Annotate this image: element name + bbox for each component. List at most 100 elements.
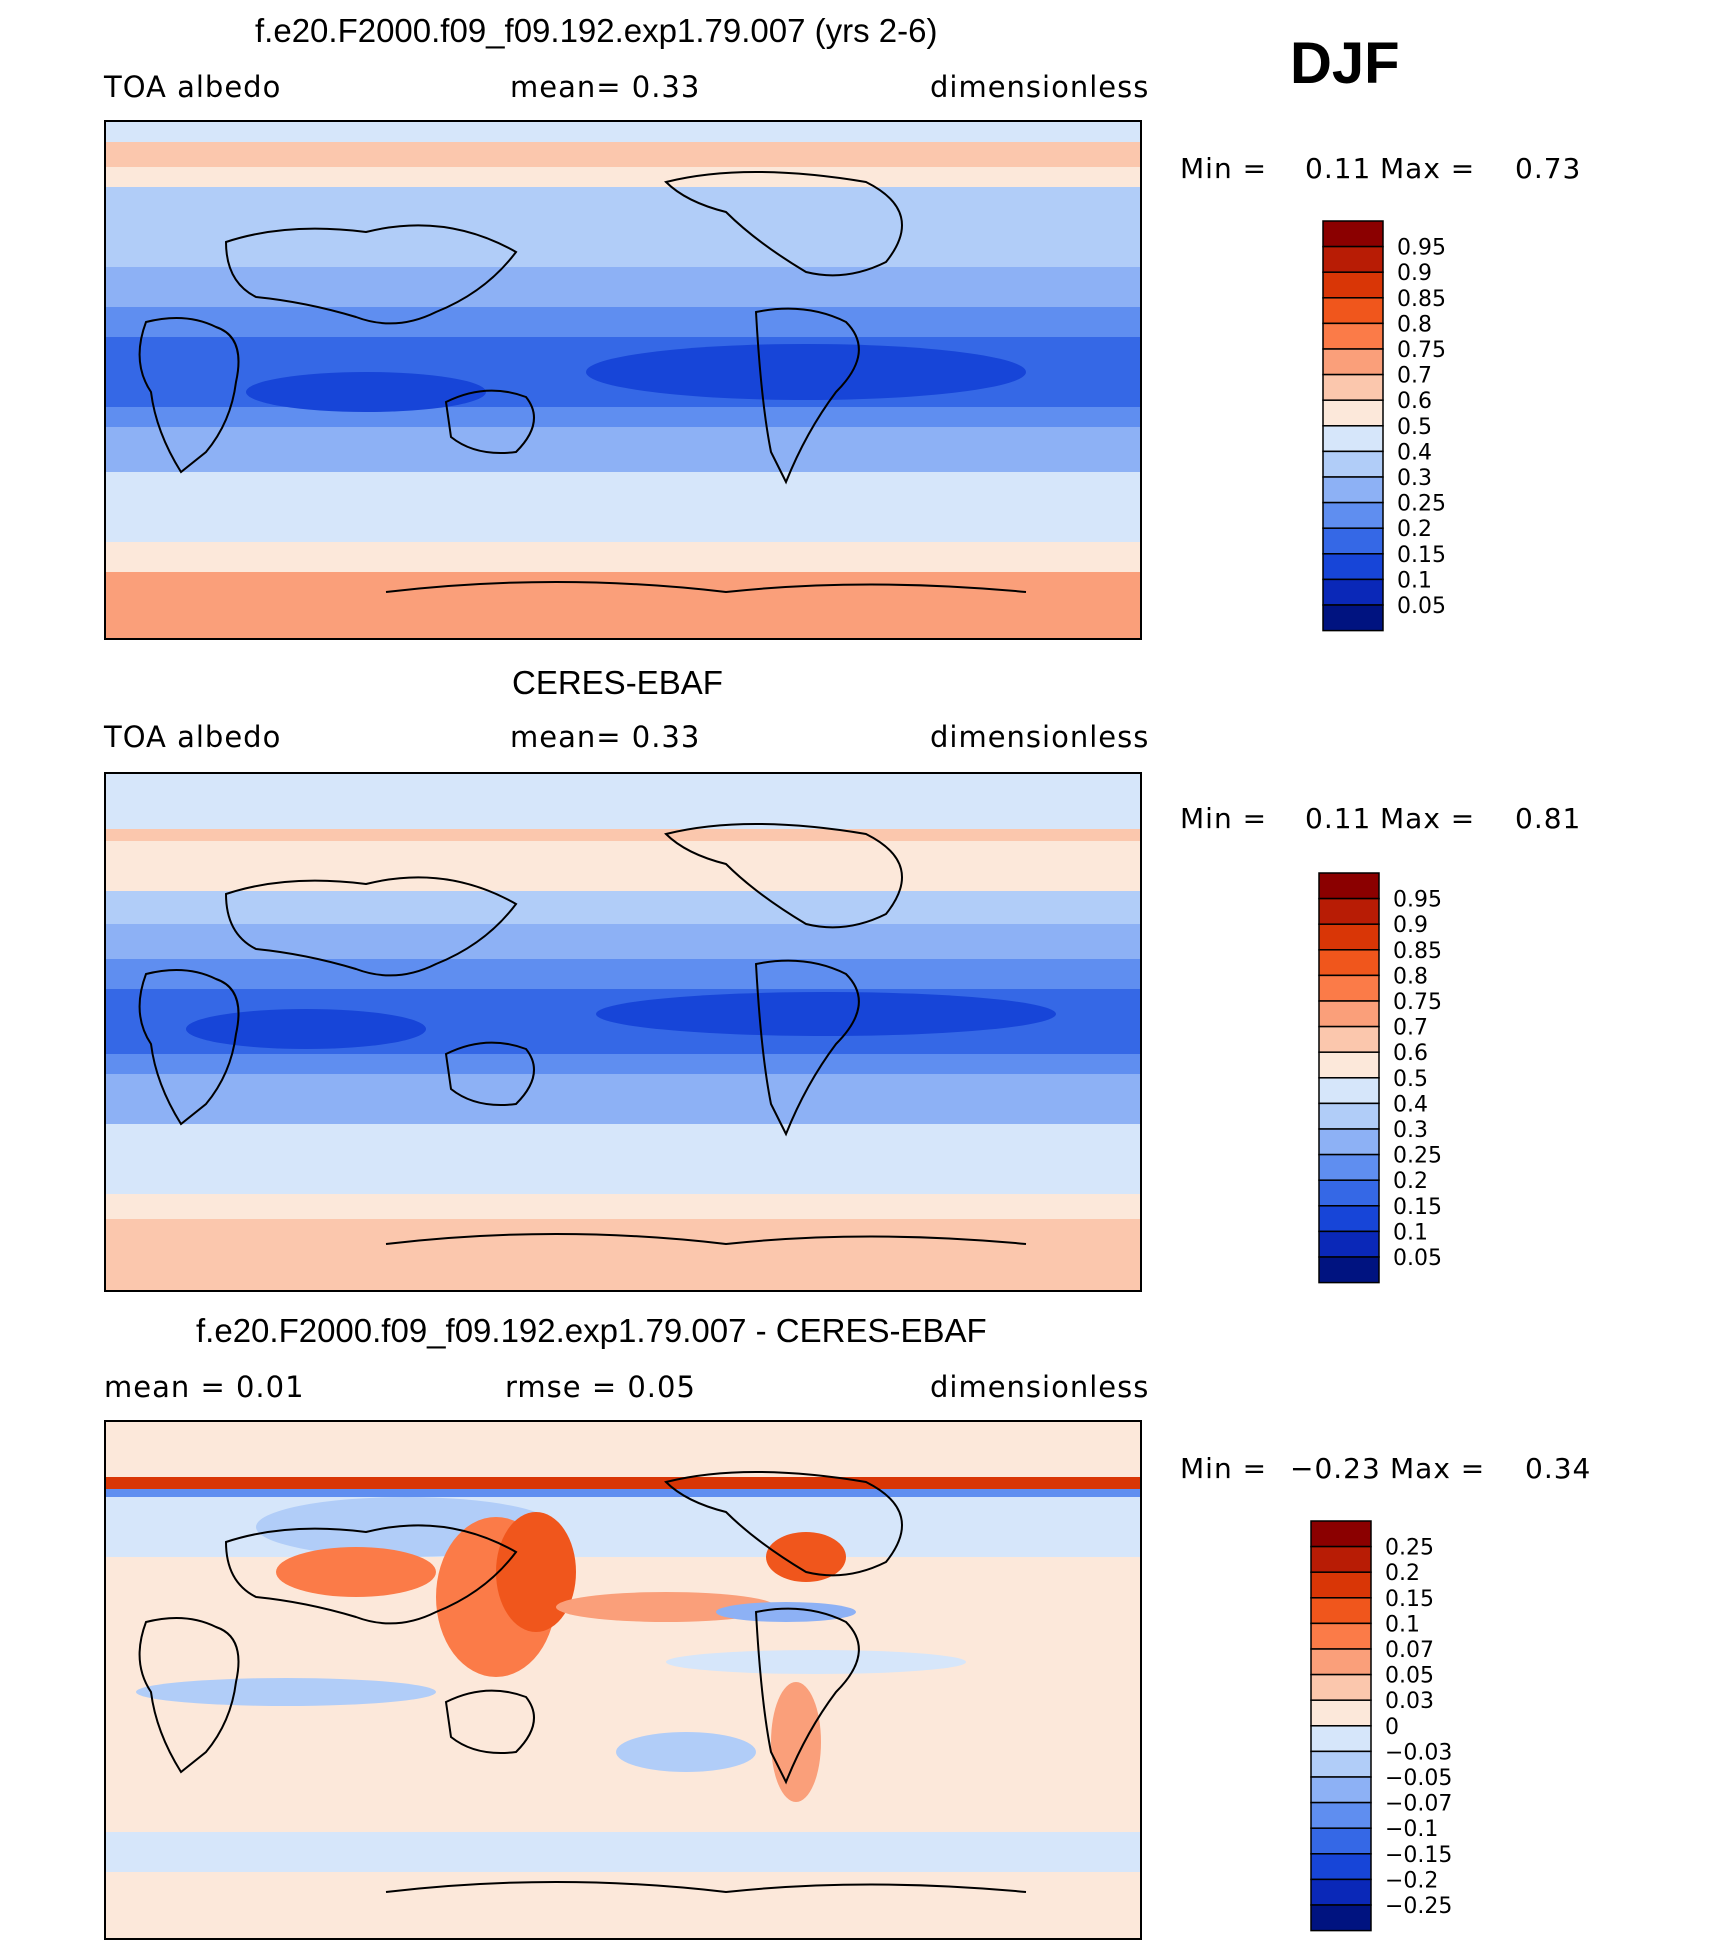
colorbar-level-label: 0.7 <box>1397 364 1432 389</box>
colorbar-swatch <box>1318 923 1380 951</box>
panel-obs-min-value: 0.11 <box>1305 802 1372 835</box>
panel-model-max-value: 0.73 <box>1515 152 1582 185</box>
colorbar-level-label: 0.85 <box>1393 939 1442 964</box>
colorbar-swatch <box>1310 1571 1372 1599</box>
panel-diff-min-value: −0.23 <box>1290 1452 1381 1485</box>
colorbar-swatch <box>1310 1725 1372 1753</box>
colorbar-swatch <box>1318 1256 1380 1284</box>
colorbar-level-label: 0.6 <box>1397 389 1432 414</box>
colorbar-svg: 0.250.20.150.10.070.050.030−0.03−0.05−0.… <box>1310 1520 1452 1932</box>
colorbar-swatch <box>1310 1520 1372 1548</box>
colorbar-level-label: −0.15 <box>1385 1843 1452 1868</box>
panel-obs-min-label: Min = <box>1180 802 1268 835</box>
panel-model-title: f.e20.F2000.f09_f09.192.exp1.79.007 (yrs… <box>255 12 938 49</box>
colorbar-level-label: 0.3 <box>1393 1118 1428 1143</box>
colorbar-level-label: −0.05 <box>1385 1766 1452 1791</box>
panel-obs-max-label: Max = <box>1380 802 1476 835</box>
panel-obs-colorbar: 0.95 0.9 0.85 0.8 0.75 0.7 0.6 0.5 0.4 0.3 0.25 0.2… <box>1318 872 1538 1287</box>
colorbar-level-label: 0.6 <box>1393 1041 1428 1066</box>
colorbar-level-label: 0.85 <box>1397 287 1446 312</box>
panel-model-units-label: dimensionless <box>930 70 1150 104</box>
panel-obs-variable-label: TOA albedo <box>104 720 282 754</box>
panel-diff-map-svg <box>106 1422 1140 1938</box>
panel-obs-map <box>104 772 1142 1292</box>
colorbar-level-label: 0.05 <box>1397 594 1446 619</box>
colorbar-level-label: 0.2 <box>1385 1561 1420 1586</box>
colorbar-level-label: 0.95 <box>1397 236 1446 261</box>
panel-obs-map-svg <box>106 774 1140 1290</box>
colorbar-level-label: 0.3 <box>1397 466 1432 491</box>
colorbar-swatch <box>1322 501 1384 529</box>
panel-diff-title: f.e20.F2000.f09_f09.192.exp1.79.007 - CE… <box>196 1312 987 1349</box>
colorbar-level-label: −0.25 <box>1385 1894 1452 1919</box>
colorbar-swatch <box>1310 1853 1372 1881</box>
colorbar-level-label: 0.1 <box>1385 1612 1420 1637</box>
colorbar-swatch <box>1322 578 1384 606</box>
panel-diff-colorbar: 0.25 0.2 0.15 0.1 0.07 0.05 0.03 0 −0.03 −0.05 −0.… <box>1310 1520 1530 1935</box>
colorbar-level-label: −0.03 <box>1385 1740 1452 1765</box>
colorbar-level-label: 0.5 <box>1397 415 1432 440</box>
panel-obs-max-value: 0.81 <box>1515 802 1582 835</box>
colorbar-level-label: 0.95 <box>1393 888 1442 913</box>
colorbar-swatch <box>1318 1128 1380 1156</box>
colorbar-swatch <box>1318 1000 1380 1028</box>
colorbar-level-label: 0.25 <box>1385 1536 1434 1561</box>
panel-model-variable-label: TOA albedo <box>104 70 282 104</box>
colorbar-swatch <box>1310 1673 1372 1701</box>
colorbar-swatch <box>1322 604 1384 632</box>
colorbar-swatch <box>1322 450 1384 478</box>
colorbar-swatch <box>1322 399 1384 427</box>
colorbar-swatch <box>1310 1597 1372 1625</box>
colorbar-swatch <box>1322 322 1384 350</box>
colorbar-level-label: 0.2 <box>1393 1169 1428 1194</box>
panel-diff-rmse-label: rmse = 0.05 <box>505 1370 696 1404</box>
colorbar-swatch <box>1310 1750 1372 1778</box>
colorbar-swatch <box>1322 271 1384 299</box>
colorbar-swatch <box>1310 1699 1372 1727</box>
colorbar-swatch <box>1322 245 1384 273</box>
colorbar-swatch <box>1322 425 1384 453</box>
colorbar-swatch <box>1318 1230 1380 1258</box>
colorbar-swatch <box>1318 1025 1380 1053</box>
colorbar-swatch <box>1310 1545 1372 1573</box>
colorbar-swatch <box>1322 527 1384 555</box>
colorbar-swatch <box>1322 348 1384 376</box>
panel-diff-max-value: 0.34 <box>1525 1452 1592 1485</box>
colorbar-swatch <box>1310 1827 1372 1855</box>
colorbar-swatch <box>1322 476 1384 504</box>
colorbar-swatch <box>1322 553 1384 581</box>
panel-model-min-label: Min = <box>1180 152 1268 185</box>
colorbar-level-label: 0.75 <box>1397 338 1446 363</box>
colorbar-swatch <box>1310 1878 1372 1906</box>
colorbar-level-label: 0.8 <box>1397 312 1432 337</box>
panel-obs-units-label: dimensionless <box>930 720 1150 754</box>
panel-obs-mean-label: mean= 0.33 <box>510 720 701 754</box>
colorbar-svg: 0.950.90.850.80.750.70.60.50.40.30.250.2… <box>1322 220 1446 632</box>
panel-diff-max-label: Max = <box>1390 1452 1486 1485</box>
colorbar-level-label: 0.7 <box>1393 1016 1428 1041</box>
colorbar-swatch <box>1310 1801 1372 1829</box>
colorbar-level-label: 0.75 <box>1393 990 1442 1015</box>
colorbar-swatch <box>1318 1077 1380 1105</box>
colorbar-swatch <box>1318 1205 1380 1233</box>
colorbar-swatch <box>1322 220 1384 248</box>
colorbar-swatch <box>1318 1179 1380 1207</box>
panel-diff-mean-label: mean = 0.01 <box>104 1370 305 1404</box>
colorbar-swatch <box>1322 297 1384 325</box>
colorbar-level-label: −0.1 <box>1385 1817 1438 1842</box>
colorbar-swatch <box>1310 1648 1372 1676</box>
panel-diff-units-label: dimensionless <box>930 1370 1150 1404</box>
colorbar-swatch <box>1318 897 1380 925</box>
colorbar-swatch <box>1318 1051 1380 1079</box>
colorbar-level-label: 0.15 <box>1385 1587 1434 1612</box>
colorbar-swatch <box>1310 1904 1372 1932</box>
colorbar-level-label: 0.07 <box>1385 1638 1434 1663</box>
colorbar-level-label: −0.07 <box>1385 1792 1452 1817</box>
panel-model-map <box>104 120 1142 640</box>
colorbar-swatch <box>1322 373 1384 401</box>
colorbar-level-label: 0 <box>1385 1715 1399 1740</box>
colorbar-level-label: 0.4 <box>1397 440 1432 465</box>
colorbar-level-label: 0.15 <box>1397 543 1446 568</box>
colorbar-level-label: 0.1 <box>1393 1220 1428 1245</box>
colorbar-level-label: 0.05 <box>1385 1664 1434 1689</box>
